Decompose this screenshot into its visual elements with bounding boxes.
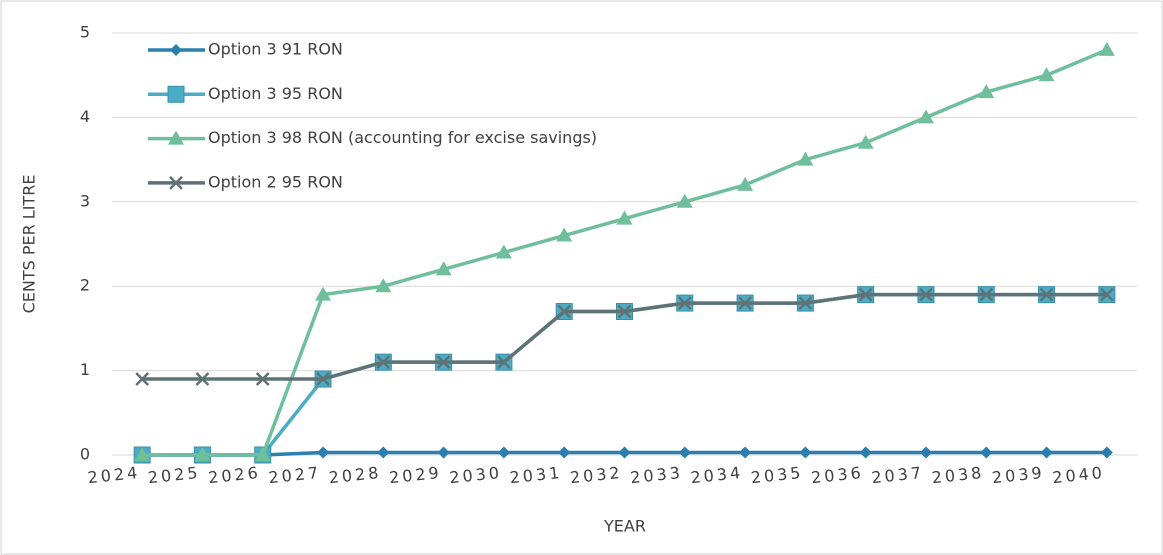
y-tick-label: 4 bbox=[80, 107, 90, 126]
marker bbox=[135, 372, 150, 386]
marker bbox=[979, 287, 994, 302]
marker bbox=[1100, 446, 1113, 459]
legend-label: Option 3 98 RON (accounting for excise s… bbox=[208, 128, 597, 147]
marker bbox=[558, 446, 571, 459]
y-tick-label: 0 bbox=[80, 445, 90, 464]
legend-marker bbox=[167, 85, 185, 103]
legend-marker bbox=[168, 130, 184, 145]
marker bbox=[254, 447, 271, 461]
marker bbox=[167, 85, 185, 103]
marker bbox=[556, 227, 573, 242]
marker bbox=[678, 446, 691, 459]
marker bbox=[170, 44, 182, 56]
marker bbox=[738, 296, 752, 310]
marker bbox=[1040, 446, 1053, 459]
x-axis-title: YEAR bbox=[603, 517, 646, 536]
marker bbox=[799, 446, 812, 459]
marker bbox=[737, 176, 754, 191]
marker bbox=[677, 296, 692, 310]
marker bbox=[919, 446, 932, 459]
marker bbox=[377, 446, 390, 459]
y-tick-label: 3 bbox=[80, 191, 90, 210]
marker bbox=[315, 286, 332, 301]
legend-label: Option 3 91 RON bbox=[208, 40, 343, 59]
marker bbox=[859, 446, 872, 459]
marker bbox=[617, 304, 632, 319]
marker bbox=[1038, 67, 1055, 82]
marker bbox=[375, 278, 392, 293]
marker bbox=[798, 296, 813, 310]
marker bbox=[376, 355, 391, 370]
marker bbox=[857, 134, 874, 149]
marker bbox=[1099, 287, 1114, 302]
marker bbox=[618, 446, 631, 459]
legend-label: Option 2 95 RON bbox=[208, 172, 343, 191]
legend-marker bbox=[169, 176, 183, 190]
marker bbox=[1039, 287, 1054, 302]
marker bbox=[676, 193, 693, 208]
y-axis-title: CENTS PER LITRE bbox=[20, 175, 39, 314]
marker bbox=[437, 446, 450, 459]
marker bbox=[497, 355, 511, 370]
marker bbox=[1098, 41, 1115, 56]
marker bbox=[980, 446, 993, 459]
marker bbox=[739, 446, 752, 459]
marker bbox=[919, 287, 933, 302]
marker bbox=[858, 287, 873, 302]
marker bbox=[557, 304, 572, 319]
marker bbox=[169, 176, 183, 190]
marker bbox=[436, 355, 451, 370]
marker bbox=[194, 447, 211, 461]
marker bbox=[495, 244, 512, 259]
marker bbox=[497, 446, 510, 459]
marker bbox=[316, 372, 330, 386]
marker bbox=[168, 130, 184, 145]
marker bbox=[195, 372, 210, 386]
legend-label: Option 3 95 RON bbox=[208, 84, 343, 103]
marker bbox=[317, 446, 330, 459]
y-tick-label: 1 bbox=[80, 360, 90, 379]
marker bbox=[616, 210, 633, 225]
y-tick-label: 2 bbox=[80, 276, 90, 295]
marker bbox=[978, 84, 995, 99]
legend-marker bbox=[170, 44, 182, 56]
y-tick-label: 5 bbox=[80, 23, 90, 42]
marker bbox=[134, 447, 151, 461]
marker bbox=[797, 151, 814, 166]
marker bbox=[255, 372, 270, 386]
marker bbox=[917, 109, 934, 124]
marker bbox=[435, 261, 452, 276]
